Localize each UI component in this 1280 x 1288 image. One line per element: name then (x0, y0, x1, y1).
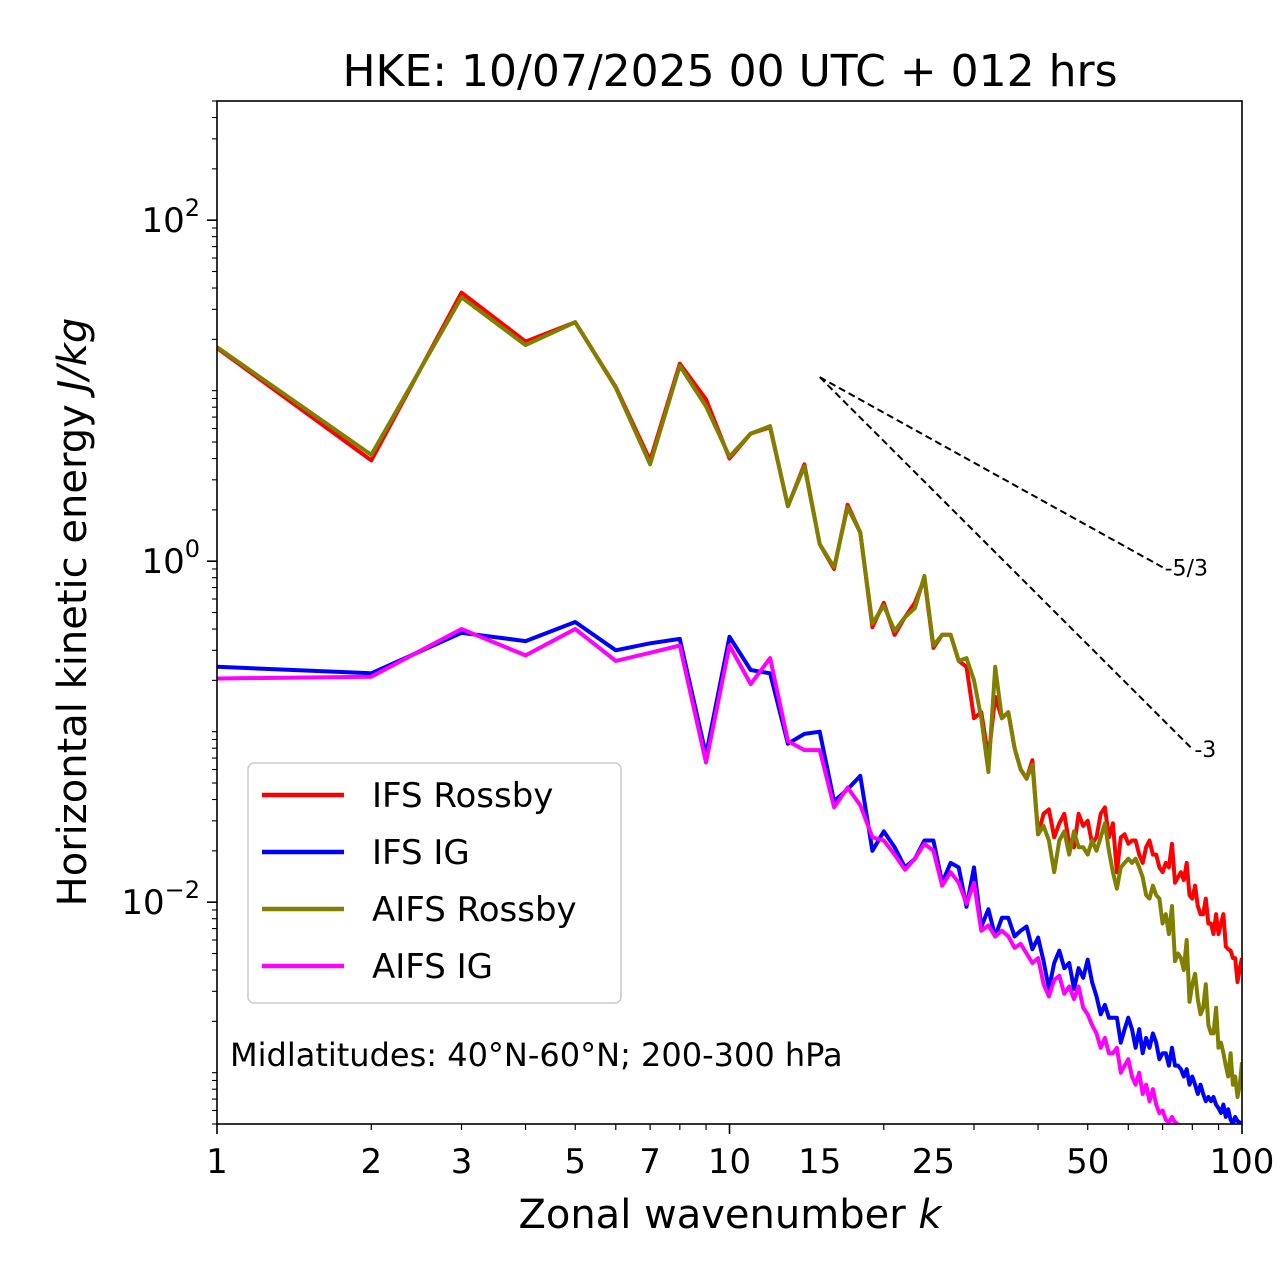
series-line-2 (217, 295, 1242, 1099)
y-tick-label: 102 (141, 194, 200, 241)
x-tick-label: 3 (451, 1142, 473, 1182)
legend-label-2: AIFS Rossby (372, 890, 577, 930)
x-tick-label: 25 (912, 1142, 955, 1182)
y-axis-label: Horizontal kinetic energy J/kg (50, 318, 96, 907)
x-tick-label: 100 (1210, 1142, 1275, 1182)
x-axis-ticks: 1 2 3 5 7 10 15 25 50 100 (206, 1124, 1274, 1182)
x-tick-label: 1 (206, 1142, 228, 1182)
x-tick-label: 10 (708, 1142, 751, 1182)
reference-line-label-0: -5/3 (1165, 556, 1208, 581)
legend-label-3: AIFS IG (372, 947, 493, 987)
x-tick-label: 50 (1066, 1142, 1109, 1182)
y-tick-label: 100 (141, 535, 200, 582)
y-tick-label: 10−2 (121, 876, 200, 923)
legend-label-1: IFS IG (372, 833, 470, 873)
x-axis-label: Zonal wavenumber k (518, 1192, 943, 1238)
series-line-3 (217, 627, 1179, 1124)
legend-box (247, 762, 622, 1004)
y-axis-ticks: 10−2 100 102 (121, 100, 217, 1125)
y-axis-label-unit: J/kg (50, 318, 96, 399)
chart-title: HKE: 10/07/2025 00 UTC + 012 hrs (342, 46, 1117, 97)
x-tick-label: 7 (639, 1142, 661, 1182)
legend-label-0: IFS Rossby (372, 776, 553, 816)
x-tick-label: 15 (798, 1142, 841, 1182)
region-annotation: Midlatitudes: 40°N-60°N; 200-300 hPa (230, 1036, 843, 1074)
reference-slope-labels: -5/3 -3 (1165, 556, 1217, 763)
reference-line-label-1: -3 (1194, 738, 1216, 763)
legend: IFS Rossby IFS IG AIFS Rossby AIFS IG (247, 762, 622, 1004)
x-axis-label-symbol: k (918, 1192, 943, 1238)
x-tick-label: 5 (564, 1142, 586, 1182)
x-axis-label-text: Zonal wavenumber (518, 1192, 918, 1238)
y-axis-label-text: Horizontal kinetic energy (50, 392, 96, 907)
series-line-1 (217, 620, 1242, 1124)
x-tick-label: 2 (360, 1142, 382, 1182)
series-lines (217, 290, 1242, 1124)
